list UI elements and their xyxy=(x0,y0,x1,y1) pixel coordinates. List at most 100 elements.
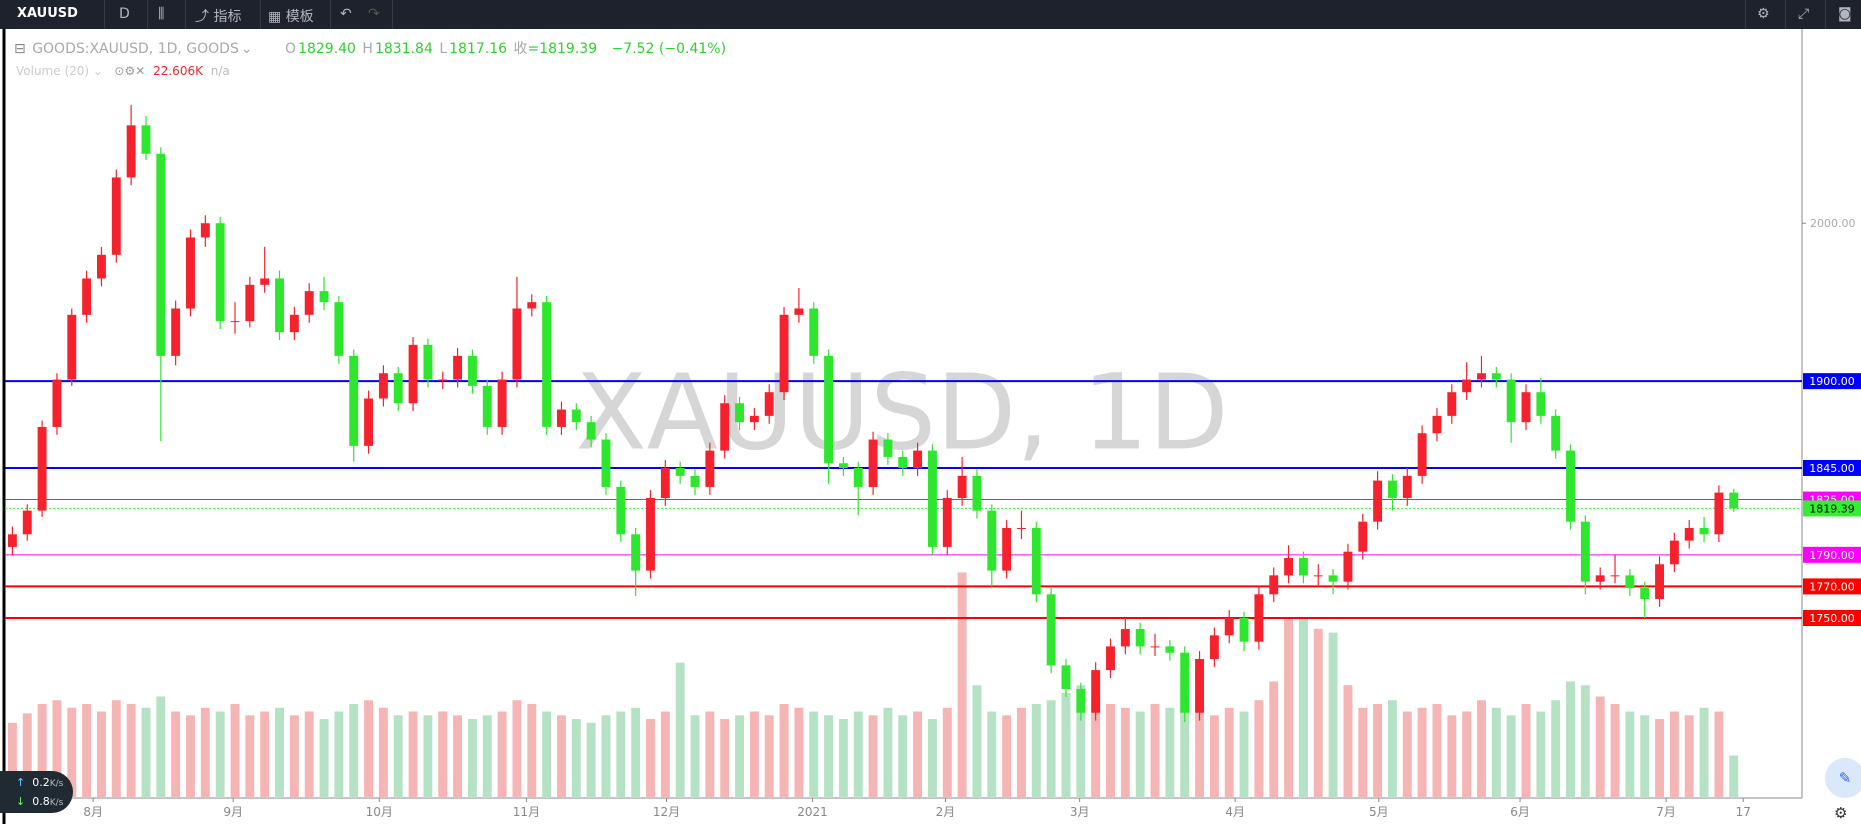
candle-body xyxy=(1729,492,1739,509)
undo-button[interactable]: ↶ xyxy=(340,6,352,22)
volume-bar xyxy=(453,715,463,798)
candle-body xyxy=(1239,617,1249,642)
candle-body xyxy=(349,355,359,446)
y-tick-label: 2000.00 xyxy=(1810,217,1856,230)
level-label-box xyxy=(1803,578,1861,595)
download-value: 0.8 xyxy=(32,795,50,808)
level-label: 1790.00 xyxy=(1809,549,1855,562)
volume-bar xyxy=(1076,685,1086,798)
indicators-button[interactable]: ⤴ 指标 xyxy=(195,9,242,25)
volume-bar xyxy=(527,704,537,798)
x-tick-label: 8月 xyxy=(83,805,103,819)
volume-bar xyxy=(942,707,952,798)
level-label-box xyxy=(1803,609,1861,626)
volume-bar xyxy=(156,696,166,798)
candle-body xyxy=(22,510,32,535)
candle-body xyxy=(1684,527,1694,541)
x-tick-label: 17 xyxy=(1736,805,1751,819)
volume-bar xyxy=(616,711,626,798)
volume-bar xyxy=(1358,707,1368,798)
volume-name[interactable]: Volume (20) xyxy=(16,64,90,78)
volume-bar xyxy=(720,719,730,798)
axis-settings-button[interactable]: ⚙ xyxy=(1834,804,1847,822)
upload-value: 0.2 xyxy=(32,776,50,789)
candle-body xyxy=(1447,392,1457,416)
level-label: 1770.00 xyxy=(1809,580,1855,593)
candle-body xyxy=(1477,373,1486,380)
candle-body xyxy=(913,450,923,468)
candle-body xyxy=(1091,670,1101,713)
volume-bar xyxy=(423,715,433,798)
candle-body xyxy=(1566,450,1575,522)
candle-body xyxy=(111,177,121,255)
candle-body xyxy=(1046,594,1056,666)
volume-bar xyxy=(1224,707,1234,798)
candle-body xyxy=(1284,557,1294,576)
volume-bar xyxy=(1120,707,1130,798)
volume-bar xyxy=(467,719,477,798)
volume-bar xyxy=(289,715,299,798)
candle-body xyxy=(7,534,17,547)
candle-body xyxy=(289,314,299,333)
candle-body xyxy=(557,409,566,427)
volume-bar xyxy=(111,700,121,798)
volume-bar xyxy=(7,722,17,798)
level-label: 1819.39 xyxy=(1809,502,1855,515)
volume-bar xyxy=(186,715,195,798)
level-label: 1750.00 xyxy=(1809,612,1855,625)
candle-body xyxy=(1120,629,1130,647)
candle-body xyxy=(660,467,670,498)
candle-body xyxy=(1165,646,1175,653)
candle-body xyxy=(779,314,789,393)
candle-body xyxy=(186,237,195,309)
volume-bar xyxy=(275,707,284,798)
candle-body xyxy=(482,385,492,427)
price-axis xyxy=(1802,29,1861,824)
symbol-button[interactable]: XAUUSD xyxy=(17,6,78,21)
candle-body xyxy=(1373,480,1383,522)
volume-bar xyxy=(1195,711,1204,798)
fullscreen-button[interactable]: ⤢ xyxy=(1798,6,1810,22)
collapse-icon[interactable]: ⊟ xyxy=(14,41,26,57)
volume-ma: n/a xyxy=(210,64,230,78)
candle-body xyxy=(171,308,181,356)
candle-body xyxy=(497,379,507,427)
volume-bar xyxy=(1209,715,1219,798)
volume-bar xyxy=(1714,711,1724,798)
templates-button[interactable]: ▦ 模板 xyxy=(268,9,314,25)
volume-bar xyxy=(1298,617,1308,798)
x-tick-label: 12月 xyxy=(653,805,680,819)
volume-bar xyxy=(749,711,759,798)
candle-body xyxy=(957,475,967,498)
volume-bar xyxy=(853,711,863,798)
x-tick-label: 5月 xyxy=(1369,805,1389,819)
volume-bar xyxy=(987,711,997,798)
candle-body xyxy=(1551,415,1561,451)
chart-type-button[interactable]: ⫼ xyxy=(158,6,165,22)
interval-button[interactable]: D xyxy=(119,6,130,22)
redo-button[interactable]: ↷ xyxy=(368,6,380,22)
volume-bar xyxy=(1447,715,1457,798)
volume-bar xyxy=(660,711,670,798)
legend-symbol[interactable]: GOODS:XAUUSD, 1D, GOODS xyxy=(32,41,239,57)
volume-bar xyxy=(705,711,715,798)
volume-bar xyxy=(1046,700,1056,798)
x-tick-label: 2021 xyxy=(797,805,828,819)
candle-body xyxy=(1180,652,1190,713)
volume-bar xyxy=(1536,711,1546,798)
screenshot-button[interactable]: ◙ xyxy=(1838,6,1852,22)
download-speed: ↓ 0.8K/s xyxy=(16,795,64,808)
volume-bar xyxy=(1343,685,1353,798)
volume-bar xyxy=(260,711,270,798)
draw-button[interactable] xyxy=(1825,758,1861,798)
x-tick-label: 3月 xyxy=(1070,805,1090,819)
volume-bar xyxy=(913,711,923,798)
volume-bar xyxy=(1402,711,1412,798)
settings-button[interactable]: ⚙ xyxy=(1757,6,1770,22)
candle-body xyxy=(393,373,403,404)
volume-bar xyxy=(364,700,374,798)
volume-controls[interactable]: ⊙⚙✕ xyxy=(114,64,146,78)
dropdown-icon[interactable]: ⌄ xyxy=(240,41,253,57)
volume-bar xyxy=(1269,681,1279,798)
